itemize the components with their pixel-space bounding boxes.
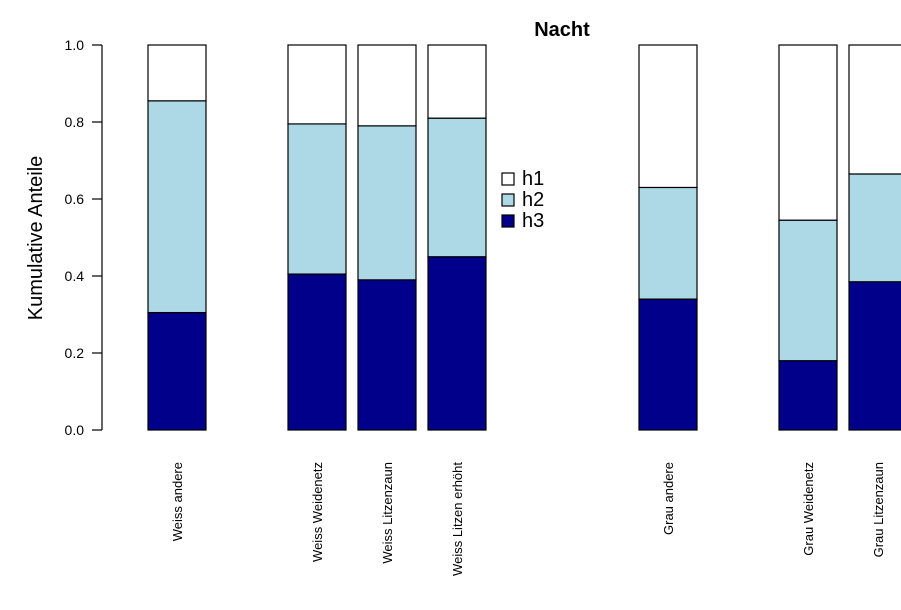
bar-h2: [147, 100, 207, 314]
legend-swatch-h2: [501, 193, 515, 207]
bar-h1: [638, 44, 698, 189]
x-tick-label: Grau andere: [661, 462, 676, 535]
y-axis-ticks: 0.0 0.2 0.4 0.6 0.8 1.0: [65, 37, 102, 438]
bar-h3: [357, 279, 417, 431]
bar-h2: [427, 117, 487, 258]
y-tick-label: 0.6: [65, 191, 85, 207]
bar-h1: [848, 44, 901, 175]
x-tick-label: Weiss andere: [170, 462, 185, 541]
bar-h3: [778, 360, 838, 431]
y-tick-label: 0.4: [65, 268, 85, 284]
bar-h2: [778, 219, 838, 362]
x-tick-label: Weiss Litzen erhöht: [450, 462, 465, 576]
bar-h3: [147, 311, 207, 431]
y-tick-label: 0.0: [65, 422, 85, 438]
bar-h2: [287, 123, 347, 275]
bar-h1: [427, 44, 487, 119]
x-tick-label: Grau Litzenzaun: [871, 462, 886, 557]
legend-swatch-h3: [501, 214, 515, 228]
bar-h2: [848, 173, 901, 283]
y-tick-label: 0.8: [65, 114, 85, 130]
bar-h3: [638, 298, 698, 431]
bar-h1: [357, 44, 417, 127]
x-axis-labels: Weiss andere Weiss Weidenetz Weiss Litzenz…: [170, 462, 886, 576]
bar-group: [147, 44, 901, 431]
bar-h3: [287, 273, 347, 431]
x-tick-label: Weiss Litzenzaun: [380, 462, 395, 564]
bar-h3: [427, 256, 487, 431]
x-tick-label: Grau Weidenetz: [801, 462, 816, 556]
y-tick-label: 1.0: [65, 37, 85, 53]
bar-h2: [638, 186, 698, 300]
legend-swatch-h1: [501, 172, 515, 186]
bar-h1: [778, 44, 838, 221]
bar-h3: [848, 281, 901, 431]
legend-label-h1: h1: [522, 168, 544, 190]
y-tick-label: 0.2: [65, 345, 85, 361]
bar-h1: [287, 44, 347, 125]
x-tick-label: Weiss Weidenetz: [310, 462, 325, 562]
legend-label-h2: h2: [522, 189, 544, 211]
y-axis-label: Kumulative Anteile: [25, 156, 47, 321]
legend-label-h3: h3: [522, 210, 544, 232]
bar-h2: [357, 125, 417, 281]
chart-title: Nacht: [534, 19, 590, 41]
bar-h1: [147, 44, 207, 102]
